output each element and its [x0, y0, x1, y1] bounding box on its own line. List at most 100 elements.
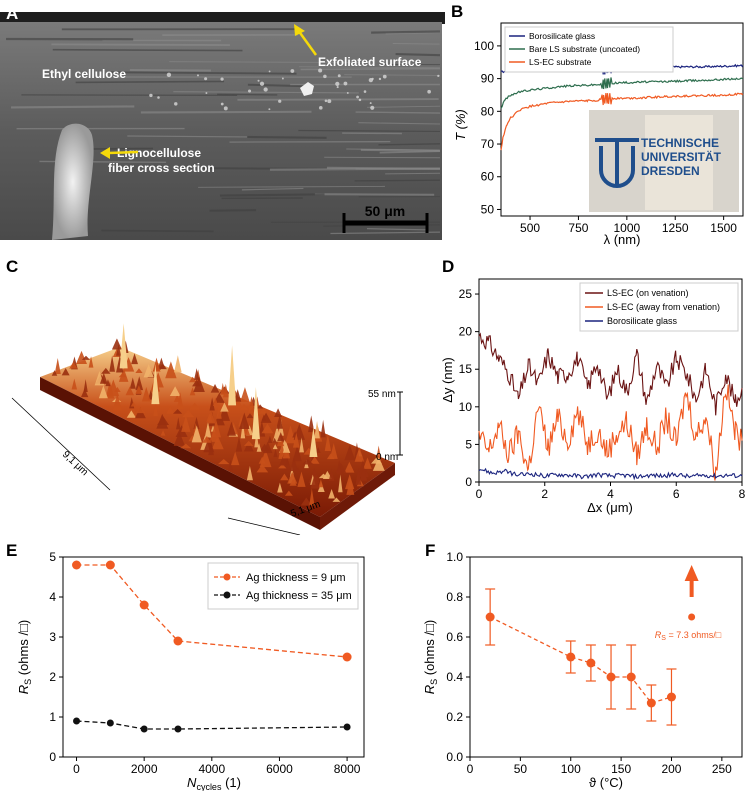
sem-particle	[338, 74, 341, 77]
sem-particle	[359, 99, 362, 102]
legend-label-b-2: LS-EC substrate	[529, 57, 592, 67]
panel-label-d: D	[442, 257, 454, 276]
y-tick-label: 0	[49, 750, 56, 764]
data-point-f	[607, 673, 616, 682]
panel-c: C 55 nm 0 nm 9,1 μm 5,1 μm	[0, 255, 440, 535]
sem-particle	[248, 90, 251, 93]
sem-particle	[220, 77, 223, 80]
data-point-e-1	[174, 726, 181, 733]
sem-particle	[370, 106, 374, 110]
sem-particle	[327, 99, 331, 103]
series-group-f	[485, 565, 698, 725]
sem-streak	[141, 112, 312, 113]
y-tick-label: 0	[465, 475, 472, 489]
y-tick-label: 25	[459, 287, 473, 301]
sem-particle	[370, 102, 372, 104]
y-tick-label: 1.0	[446, 550, 463, 564]
tu-dresden-inset: TECHNISCHE UNIVERSITÄT DRESDEN	[589, 110, 739, 212]
legend-label-d-2: Borosilicate glass	[607, 316, 678, 326]
surface-spike	[112, 338, 122, 349]
series-line-e-1	[77, 721, 348, 729]
legend-label-b-1: Bare LS substrate (uncoated)	[529, 44, 640, 54]
xlabel-b: λ (nm)	[604, 232, 641, 247]
y-tick-label: 80	[481, 104, 495, 118]
data-point-e-0	[343, 653, 352, 662]
data-point-f	[486, 613, 495, 622]
data-point-f	[566, 653, 575, 662]
z-bottom-label: 0 nm	[376, 452, 398, 463]
data-point-f	[667, 693, 676, 702]
ylabel-b: T (%)	[453, 109, 468, 141]
scale-bar-label: 50 μm	[365, 203, 405, 219]
panel-label-f: F	[425, 541, 435, 560]
sem-streak	[11, 106, 134, 107]
data-point-f	[647, 699, 656, 708]
x-tick-label: 8	[739, 487, 746, 501]
sem-streak	[237, 99, 438, 100]
y-tick-label: 0.6	[446, 630, 463, 644]
y-tick-label: 0.8	[446, 590, 463, 604]
x-tick-label: 4000	[198, 762, 225, 776]
legend-label-b-0: Borosilicate glass	[529, 31, 595, 41]
x-tick-label: 8000	[334, 762, 361, 776]
xlabel-d: Δx (μm)	[587, 500, 633, 515]
sem-streak	[393, 43, 440, 44]
z-top-label: 55 nm	[368, 389, 396, 400]
legend-b: Borosilicate glass Bare LS substrate (unc…	[505, 27, 673, 72]
sem-particle	[364, 90, 367, 93]
surface-spike	[321, 420, 326, 438]
sem-particle	[337, 86, 339, 88]
surface-spike	[55, 358, 61, 374]
sem-particle	[383, 75, 387, 79]
y-tick-label: 60	[481, 170, 495, 184]
x-tick-label: 150	[611, 762, 631, 776]
legend-marker-e-1	[224, 592, 231, 599]
legend-marker-e-0	[224, 574, 231, 581]
x-tick-label: 0	[476, 487, 483, 501]
z-axis	[397, 392, 403, 455]
x-dim-line	[228, 518, 300, 535]
sem-particle	[221, 103, 224, 106]
series-line-f	[490, 617, 671, 703]
ylabel-f: RS (ohms /□)	[422, 620, 439, 695]
panel-label-e: E	[6, 541, 17, 560]
legend-label-e-1: Ag thickness = 35 μm	[246, 590, 352, 602]
outlier-point-f	[688, 614, 695, 621]
legend-label-e-0: Ag thickness = 9 μm	[246, 572, 346, 584]
x-tick-label: 6000	[266, 762, 293, 776]
sem-particle	[174, 102, 177, 105]
data-point-e-0	[106, 561, 115, 570]
panel-label-a: A	[6, 4, 18, 23]
sem-particle	[319, 106, 323, 110]
sem-particle	[204, 77, 207, 80]
outlier-arrow-head	[685, 565, 699, 581]
legend-label-d-1: LS-EC (away from venation)	[607, 302, 720, 312]
plot-frame-f	[470, 557, 742, 757]
sem-streak	[51, 44, 230, 45]
data-point-e-1	[107, 720, 114, 727]
x-tick-label: 1500	[710, 221, 737, 235]
surface-spike	[240, 387, 250, 402]
y-tick-label: 100	[474, 39, 494, 53]
y-tick-label: 0.2	[446, 710, 463, 724]
y-tick-label: 0.0	[446, 750, 463, 764]
y-tick-label: 5	[49, 550, 56, 564]
y-dim-label: 9,1 μm	[60, 449, 90, 478]
sem-particle	[269, 71, 271, 73]
sem-particle	[268, 108, 270, 110]
data-point-f	[627, 673, 636, 682]
sem-particle	[260, 82, 264, 86]
sem-streak	[247, 137, 327, 138]
series-line-d-0	[479, 334, 742, 415]
sem-particle	[278, 100, 281, 103]
sem-particle	[205, 92, 207, 94]
x-tick-label: 750	[568, 221, 588, 235]
y-tick-label: 5	[465, 437, 472, 451]
sem-streak	[130, 70, 211, 71]
y-tick-label: 70	[481, 137, 495, 151]
y-tick-label: 20	[459, 325, 473, 339]
